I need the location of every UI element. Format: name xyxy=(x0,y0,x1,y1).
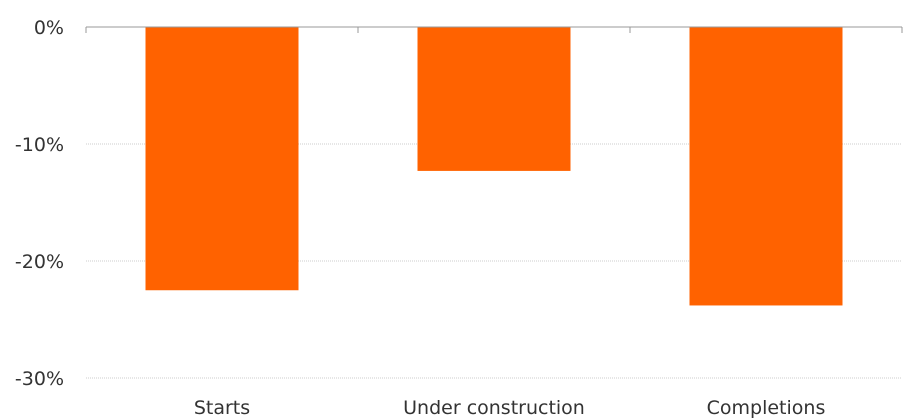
bar-under-construction xyxy=(417,27,571,171)
y-tick-label: 0% xyxy=(34,17,64,39)
y-tick-labels: 0% -10% -20% -30% xyxy=(15,17,64,390)
x-tick-label: Starts xyxy=(194,397,250,418)
bar-starts xyxy=(145,27,299,291)
x-tick-label: Completions xyxy=(707,397,826,418)
x-tick-labels: Starts Under construction Completions xyxy=(194,397,826,418)
x-axis xyxy=(85,26,903,33)
y-tick-label: -20% xyxy=(15,251,64,273)
y-tick-label: -30% xyxy=(15,368,64,390)
bars xyxy=(145,27,843,306)
bar-completions xyxy=(689,27,843,306)
x-tick-label: Under construction xyxy=(403,397,585,418)
y-tick-label: -10% xyxy=(15,134,64,156)
